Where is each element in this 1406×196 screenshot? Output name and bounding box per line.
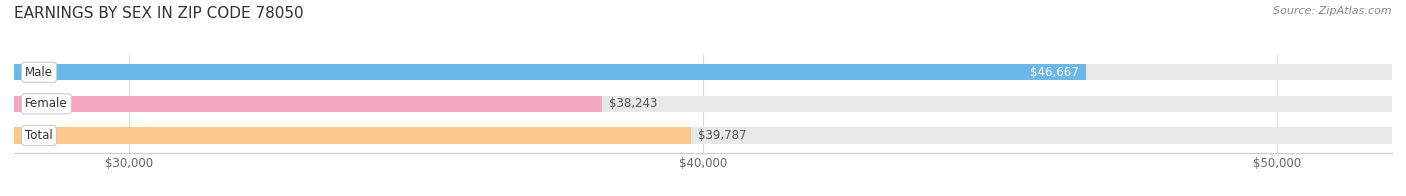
Text: $38,243: $38,243 (609, 97, 658, 110)
Bar (14, 127, 1392, 144)
Text: EARNINGS BY SEX IN ZIP CODE 78050: EARNINGS BY SEX IN ZIP CODE 78050 (14, 6, 304, 21)
Text: Female: Female (25, 97, 67, 110)
Bar (14, 96, 1392, 112)
Text: $39,787: $39,787 (697, 129, 747, 142)
Bar (14, 64, 1085, 81)
Text: Male: Male (25, 66, 53, 79)
Bar (14, 127, 690, 144)
Bar (14, 64, 1392, 81)
Text: $46,667: $46,667 (1031, 66, 1078, 79)
Text: Total: Total (25, 129, 53, 142)
Bar (14, 96, 602, 112)
Text: Source: ZipAtlas.com: Source: ZipAtlas.com (1274, 6, 1392, 16)
